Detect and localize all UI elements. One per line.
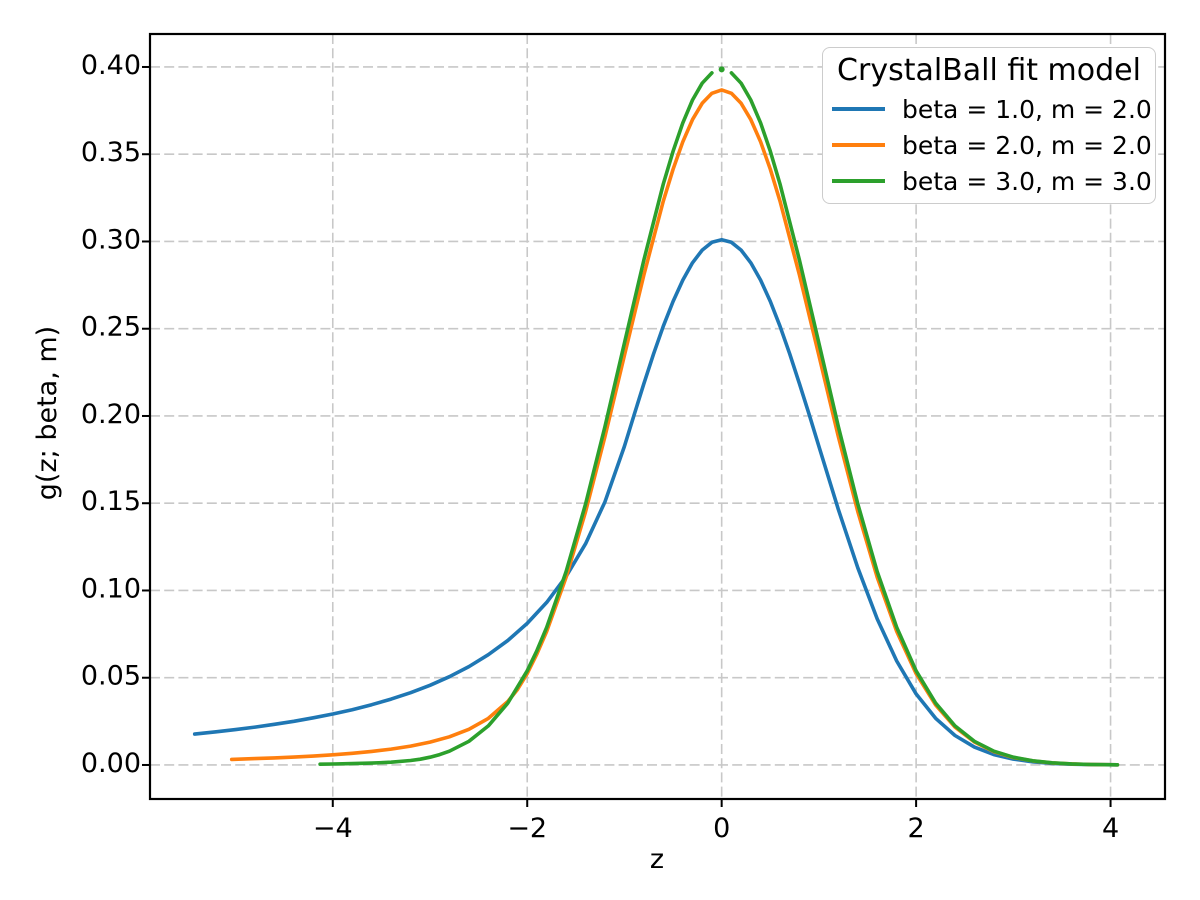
legend-entry: beta = 3.0, m = 3.0 <box>823 163 1155 199</box>
y-tick-label: 0.30 <box>81 224 141 255</box>
x-tick-label: 2 <box>908 813 925 844</box>
plot-lines <box>192 66 1120 767</box>
x-tick-label: −2 <box>507 813 547 844</box>
legend-line-swatch-orange <box>832 143 885 147</box>
legend-entry-label: beta = 1.0, m = 2.0 <box>902 94 1152 124</box>
legend-title: CrystalBall fit model <box>837 53 1141 88</box>
legend-entry: beta = 1.0, m = 2.0 <box>823 91 1155 127</box>
peak-marker <box>718 66 725 73</box>
legend-entry-label: beta = 3.0, m = 3.0 <box>902 166 1152 196</box>
y-tick-label: 0.10 <box>81 573 141 604</box>
x-tick-label: 4 <box>1102 813 1119 844</box>
line-series-2 <box>318 71 714 767</box>
legend-line-swatch-green <box>832 179 885 183</box>
y-tick-label: 0.40 <box>81 50 141 81</box>
legend-line-swatch-blue <box>832 107 885 111</box>
y-tick-label: 0.15 <box>81 486 141 517</box>
y-tick-label: 0.00 <box>81 748 141 779</box>
y-tick-label: 0.20 <box>81 399 141 430</box>
y-tick-label: 0.35 <box>81 137 141 168</box>
x-tick-label: −4 <box>313 813 353 844</box>
x-axis-label: z <box>650 844 664 875</box>
axis-ticks: −4 −2 0 2 4 0.00 0.05 0.10 0.15 0.20 0.25 0.30 0.35 0… <box>81 50 1119 844</box>
line-series-2 <box>729 71 1120 767</box>
y-tick-label: 0.25 <box>81 312 141 343</box>
y-axis-label: g(z; beta, m) <box>32 326 63 500</box>
y-tick-label: 0.05 <box>81 661 141 692</box>
legend: CrystalBall fit model beta = 1.0, m = 2.… <box>822 47 1156 204</box>
line-series-0 <box>192 237 1120 767</box>
x-tick-label: 0 <box>713 813 730 844</box>
legend-entry-label: beta = 2.0, m = 2.0 <box>902 130 1152 160</box>
legend-entry: beta = 2.0, m = 2.0 <box>823 127 1155 163</box>
